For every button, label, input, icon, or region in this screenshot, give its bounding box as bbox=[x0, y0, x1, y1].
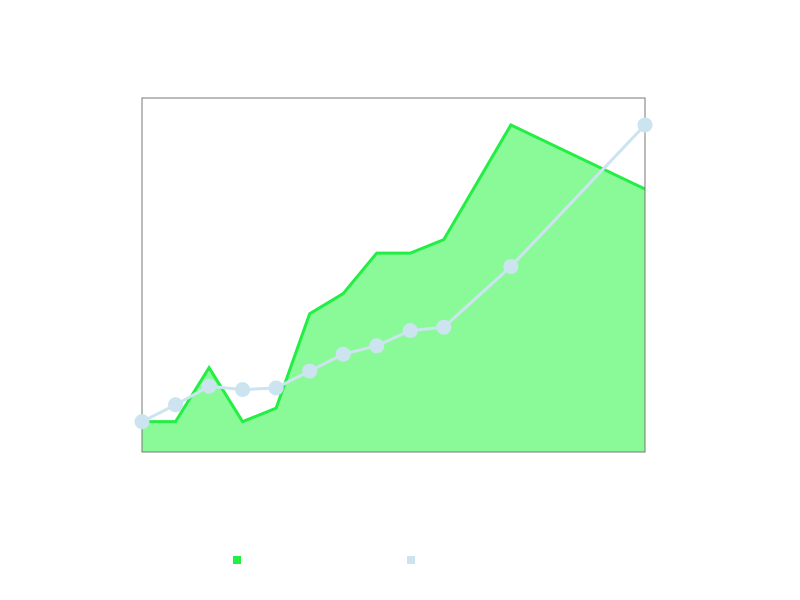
area-fill bbox=[142, 124, 645, 452]
line-point bbox=[268, 380, 284, 396]
line-point bbox=[369, 338, 385, 354]
plot-area bbox=[134, 97, 653, 453]
line-point bbox=[168, 397, 184, 413]
line-point bbox=[503, 259, 519, 275]
line-point bbox=[335, 346, 351, 362]
legend-swatch-area bbox=[233, 556, 241, 564]
line-point bbox=[134, 414, 150, 430]
plot-frame bbox=[141, 97, 646, 453]
line-point bbox=[201, 378, 217, 394]
line-point bbox=[637, 117, 653, 133]
line-point bbox=[235, 382, 251, 398]
legend bbox=[233, 556, 415, 564]
line-point bbox=[302, 363, 318, 379]
line-point bbox=[436, 319, 452, 335]
area-line bbox=[142, 123, 646, 424]
legend-swatch-line bbox=[407, 556, 415, 564]
line-point bbox=[402, 323, 418, 339]
